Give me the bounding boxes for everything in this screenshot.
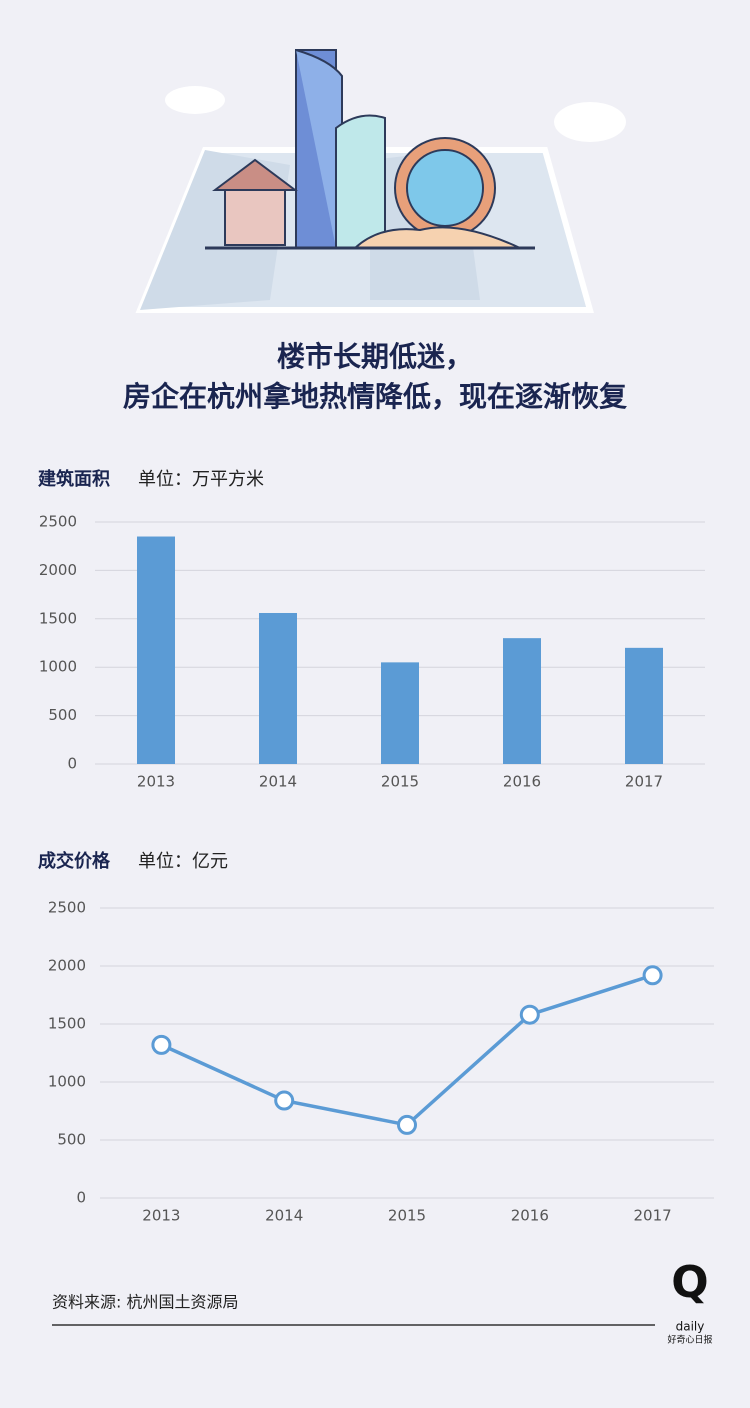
point — [274, 1090, 295, 1111]
x-tick-label: 2016 — [503, 773, 541, 791]
title-line: 房企在杭州拿地热情降低，现在逐渐恢复 — [123, 380, 627, 413]
y-tick-label: 2500 — [48, 899, 86, 917]
y-tick-label: 500 — [48, 706, 77, 724]
chart-title: 成交价格 — [38, 850, 111, 872]
source: 资料来源: 杭州国土资源局 — [52, 1293, 238, 1312]
point — [397, 1114, 417, 1135]
x-tick-label: 2016 — [511, 1207, 549, 1225]
x-tick-label: 2014 — [265, 1207, 303, 1225]
chart-title: 建筑面积 — [38, 468, 110, 490]
logo-name: 好奇心日报 — [667, 1334, 712, 1346]
y-tick-label: 2000 — [48, 957, 86, 975]
y-tick-label: 0 — [76, 1189, 86, 1207]
y-tick-label: 2500 — [39, 513, 77, 531]
point — [642, 965, 663, 986]
bar — [503, 638, 541, 764]
x-tick-label: 2014 — [259, 773, 297, 791]
point — [519, 1004, 540, 1025]
x-tick-label: 2017 — [634, 1207, 672, 1225]
illustration — [135, 49, 626, 313]
bar — [259, 612, 297, 764]
chart-subtitle: 单位：万平方米 — [138, 469, 264, 490]
logo-word: daily — [676, 1320, 705, 1334]
y-tick-label: 500 — [57, 1131, 86, 1149]
point — [151, 1034, 172, 1055]
y-tick-label: 0 — [67, 755, 77, 773]
x-tick-label: 2013 — [137, 773, 175, 791]
bar — [137, 536, 175, 764]
bar — [381, 662, 419, 764]
bar — [625, 647, 663, 764]
y-tick-label: 1500 — [39, 609, 77, 627]
y-tick-label: 2000 — [39, 561, 77, 579]
x-tick-label: 2015 — [381, 773, 419, 791]
y-tick-label: 1000 — [48, 1073, 86, 1091]
x-tick-label: 2017 — [625, 773, 663, 791]
line — [160, 973, 654, 1127]
y-tick-label: 1500 — [48, 1015, 86, 1033]
y-tick-label: 1000 — [39, 658, 77, 676]
logo-mark: Q — [671, 1257, 708, 1308]
chart-subtitle: 单位：亿元 — [138, 851, 228, 872]
title-line: 楼市长期低迷， — [277, 340, 473, 373]
x-tick-label: 2013 — [142, 1207, 180, 1225]
x-tick-label: 2015 — [388, 1207, 426, 1225]
